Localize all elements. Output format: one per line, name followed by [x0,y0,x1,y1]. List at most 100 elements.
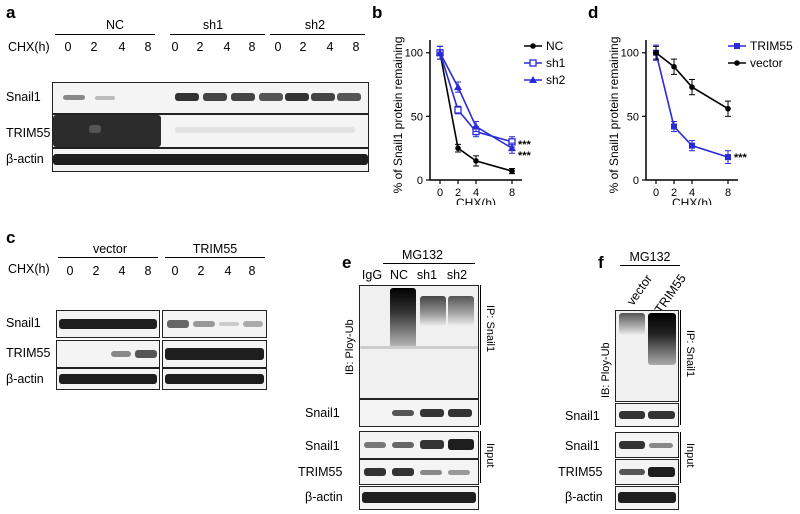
c-timepoint-7: 8 [248,264,256,278]
blot-a-snail1 [52,82,369,114]
y-tick-label: 100 [405,48,423,60]
ip-label-e: IP: Snail1 [484,305,496,353]
row-label-c-beta-actin: β-actin [6,372,44,386]
lane-label-sh2: sh2 [446,268,468,282]
blot-f-ub [615,310,679,402]
y-tick-label: 100 [621,48,639,60]
panel-label-a: a [6,3,16,22]
point-sh1 [454,106,462,114]
row-label-f-trim55: TRIM55 [558,465,603,479]
mg132-label-e: MG132 [402,248,443,262]
point-nc [509,168,515,174]
row-label-f-snail1: Snail1 [565,439,600,453]
x-axis-label: CHX(h) [672,196,712,205]
group-line-vector [58,257,158,258]
y-axis-label: % of Snail1 protein remaining [607,37,621,194]
blot-e-ub [359,285,479,399]
input-bracket-f [680,432,681,483]
chx-label-a: CHX(h) [8,40,50,54]
significance-sh2: *** [518,150,532,162]
ip-label-f: IP: Snail1 [684,330,696,378]
group-label-trim55: TRIM55 [192,242,238,256]
row-label-c-snail1: Snail1 [6,316,41,330]
point-sh2 [454,83,462,91]
blot-c-vector-snail1 [56,310,160,338]
row-label-trim55: TRIM55 [6,126,51,140]
ip-row-label-f: Snail1 [565,409,600,423]
a-timepoint-9: 2 [299,40,307,54]
group-label-vector: vector [92,242,128,256]
blot-e-ip-snail1 [359,399,479,427]
point-trim55 [725,154,731,161]
point-sh2 [508,144,516,152]
panel-label-c: c [6,228,16,247]
blot-f-ip-snail1 [615,403,679,427]
blot-f-input-trim55 [615,459,679,485]
group-label-nc: NC [105,18,125,32]
input-label-f: Input [684,443,696,468]
y-tick-label: 50 [411,111,423,123]
ip-bracket-e [480,285,481,425]
point-trim55 [671,123,677,130]
panel-label-d: d [588,3,599,22]
point-trim55 [689,142,695,149]
group-label-sh1: sh1 [202,18,224,32]
input-label-e: Input [484,443,496,468]
blot-e-input-trim55 [359,459,479,485]
blot-f-input-actin [615,486,679,510]
a-timepoint-1: 2 [90,40,98,54]
group-line-sh1 [170,34,265,35]
x-tick-label: 2 [455,187,461,199]
row-label-beta-actin: β-actin [6,152,44,166]
input-bracket-e [480,431,481,483]
lane-label-f-vector: vector [624,272,655,309]
x-tick-label: 4 [689,187,695,199]
mg132-line-e [383,263,475,264]
group-line-sh2 [270,34,365,35]
x-tick-label: 4 [473,187,479,199]
point-vector [653,49,659,56]
y-tick-label: 50 [627,111,639,123]
blot-e-input-snail1 [359,431,479,459]
point-vector [689,84,695,90]
legend-label-sh2: sh2 [546,73,566,87]
group-label-sh2: sh2 [304,18,326,32]
point-vector [671,63,677,70]
c-timepoint-6: 4 [224,264,232,278]
x-tick-label: 0 [653,187,659,199]
legend-marker [734,43,740,49]
c-timepoint-3: 8 [144,264,152,278]
legend-marker [529,59,537,67]
lane-label-nc: NC [389,268,409,282]
legend-label-trim55: TRIM55 [750,39,793,53]
row-label-f-beta-actin: β-actin [565,490,603,504]
y-axis-label: % of Snail1 protein remaining [391,37,405,194]
legend-label-vector: vector [750,56,783,70]
significance-trim55: *** [734,152,748,164]
series-line-sh2 [439,52,513,149]
c-timepoint-0: 0 [66,264,74,278]
a-timepoint-2: 4 [118,40,126,54]
a-timepoint-10: 4 [326,40,334,54]
series-line-trim55 [655,52,729,158]
blot-a-trim55 [52,114,369,148]
y-tick-label: 0 [417,175,423,187]
lane-label-sh1: sh1 [416,268,438,282]
a-timepoint-6: 4 [223,40,231,54]
legend-marker [530,43,536,49]
significance-sh1: *** [518,139,532,151]
x-tick-label: 8 [509,187,515,199]
x-tick-label: 0 [437,187,443,199]
chx-label-c: CHX(h) [8,262,50,276]
row-label-snail1: Snail1 [6,90,41,104]
legend-label-sh1: sh1 [546,56,566,70]
ip-row-label-e: Snail1 [305,406,340,420]
x-tick-label: 2 [671,187,677,199]
blot-c-trim55-actin [162,368,267,390]
row-label-e-trim55: TRIM55 [298,465,343,479]
mg132-line-f [620,265,680,266]
c-timepoint-5: 2 [197,264,205,278]
blot-f-input-snail1 [615,432,679,458]
ib-label-e: IB: Ploy-Ub [344,319,356,375]
